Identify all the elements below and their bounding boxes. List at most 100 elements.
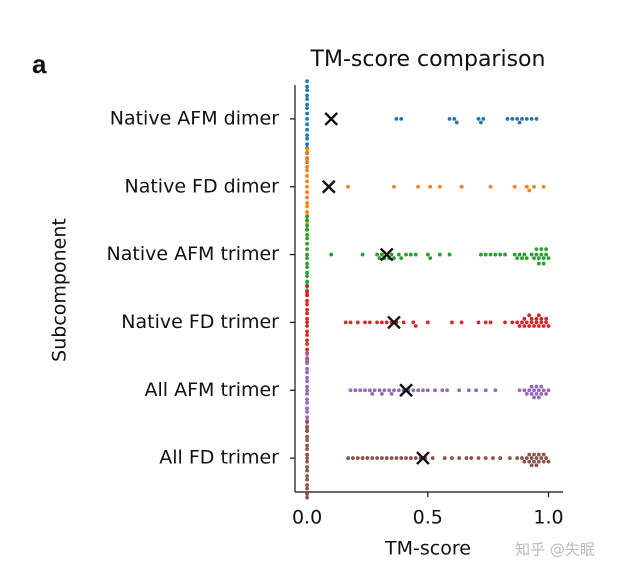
point — [493, 388, 498, 393]
point — [522, 316, 527, 321]
point — [457, 456, 462, 460]
point — [367, 320, 372, 325]
mean-marker — [321, 179, 336, 194]
point — [430, 456, 435, 460]
point — [536, 324, 541, 328]
point — [305, 201, 309, 205]
point — [389, 252, 394, 257]
point — [532, 256, 536, 261]
point — [305, 302, 309, 307]
point — [305, 174, 309, 178]
point — [305, 474, 309, 478]
point — [522, 252, 527, 257]
point — [433, 388, 437, 393]
point — [532, 184, 536, 189]
point — [380, 252, 384, 257]
point — [527, 459, 532, 464]
point — [413, 324, 418, 328]
x-axis-label: TM-score — [384, 538, 471, 560]
point — [401, 320, 406, 325]
point — [305, 289, 309, 294]
point — [534, 117, 539, 121]
x-tick-label: 1.0 — [533, 507, 563, 529]
point — [305, 452, 309, 457]
point — [539, 384, 544, 389]
y-tick-label: All FD trimer — [159, 447, 279, 469]
point — [512, 184, 517, 189]
point — [305, 195, 309, 200]
point — [517, 252, 522, 257]
point — [437, 184, 442, 189]
point — [305, 316, 309, 321]
point — [476, 117, 481, 121]
point — [541, 388, 546, 393]
point — [476, 456, 481, 460]
point — [329, 252, 334, 257]
point — [532, 395, 536, 400]
point — [305, 270, 309, 275]
point — [408, 456, 413, 460]
point — [305, 252, 309, 257]
y-axis-label: Subcomponent — [49, 218, 71, 362]
point — [384, 320, 389, 325]
point — [534, 320, 539, 325]
point — [488, 252, 493, 257]
point — [493, 252, 498, 257]
point — [375, 456, 379, 460]
y-tick-label: Native AFM dimer — [110, 107, 279, 129]
point — [305, 214, 309, 219]
point — [305, 342, 309, 346]
point — [503, 320, 507, 325]
point — [372, 388, 377, 393]
point — [476, 320, 481, 325]
point — [539, 247, 544, 252]
point — [305, 298, 309, 303]
point — [515, 320, 520, 325]
point — [358, 388, 363, 393]
point — [474, 388, 478, 393]
point — [479, 120, 483, 125]
point — [305, 227, 309, 232]
point — [305, 79, 309, 84]
point — [305, 156, 309, 160]
point — [343, 320, 348, 325]
point — [305, 307, 309, 312]
point — [442, 456, 447, 460]
point — [396, 388, 401, 393]
point — [544, 391, 548, 396]
point — [305, 190, 309, 195]
point — [498, 456, 503, 460]
point — [534, 247, 539, 252]
point — [483, 388, 488, 393]
point — [305, 93, 309, 98]
point — [529, 463, 534, 468]
point — [348, 388, 353, 393]
point — [445, 388, 450, 393]
point — [305, 106, 309, 111]
point — [305, 311, 309, 316]
point — [546, 459, 551, 464]
point — [515, 456, 520, 460]
point — [305, 400, 309, 405]
point — [305, 284, 309, 289]
point — [305, 279, 309, 284]
point — [408, 252, 413, 257]
point — [520, 256, 524, 261]
point — [532, 388, 536, 393]
point — [539, 320, 544, 325]
point — [454, 120, 459, 125]
point — [450, 320, 454, 325]
point — [305, 127, 309, 132]
point — [305, 210, 309, 214]
point — [382, 388, 387, 393]
point — [522, 324, 527, 328]
point — [305, 361, 309, 366]
point — [305, 97, 309, 102]
point — [452, 117, 457, 121]
point — [440, 388, 445, 393]
point — [459, 320, 464, 325]
point — [488, 184, 493, 189]
point — [544, 316, 548, 321]
point — [305, 168, 309, 173]
point — [539, 456, 544, 460]
